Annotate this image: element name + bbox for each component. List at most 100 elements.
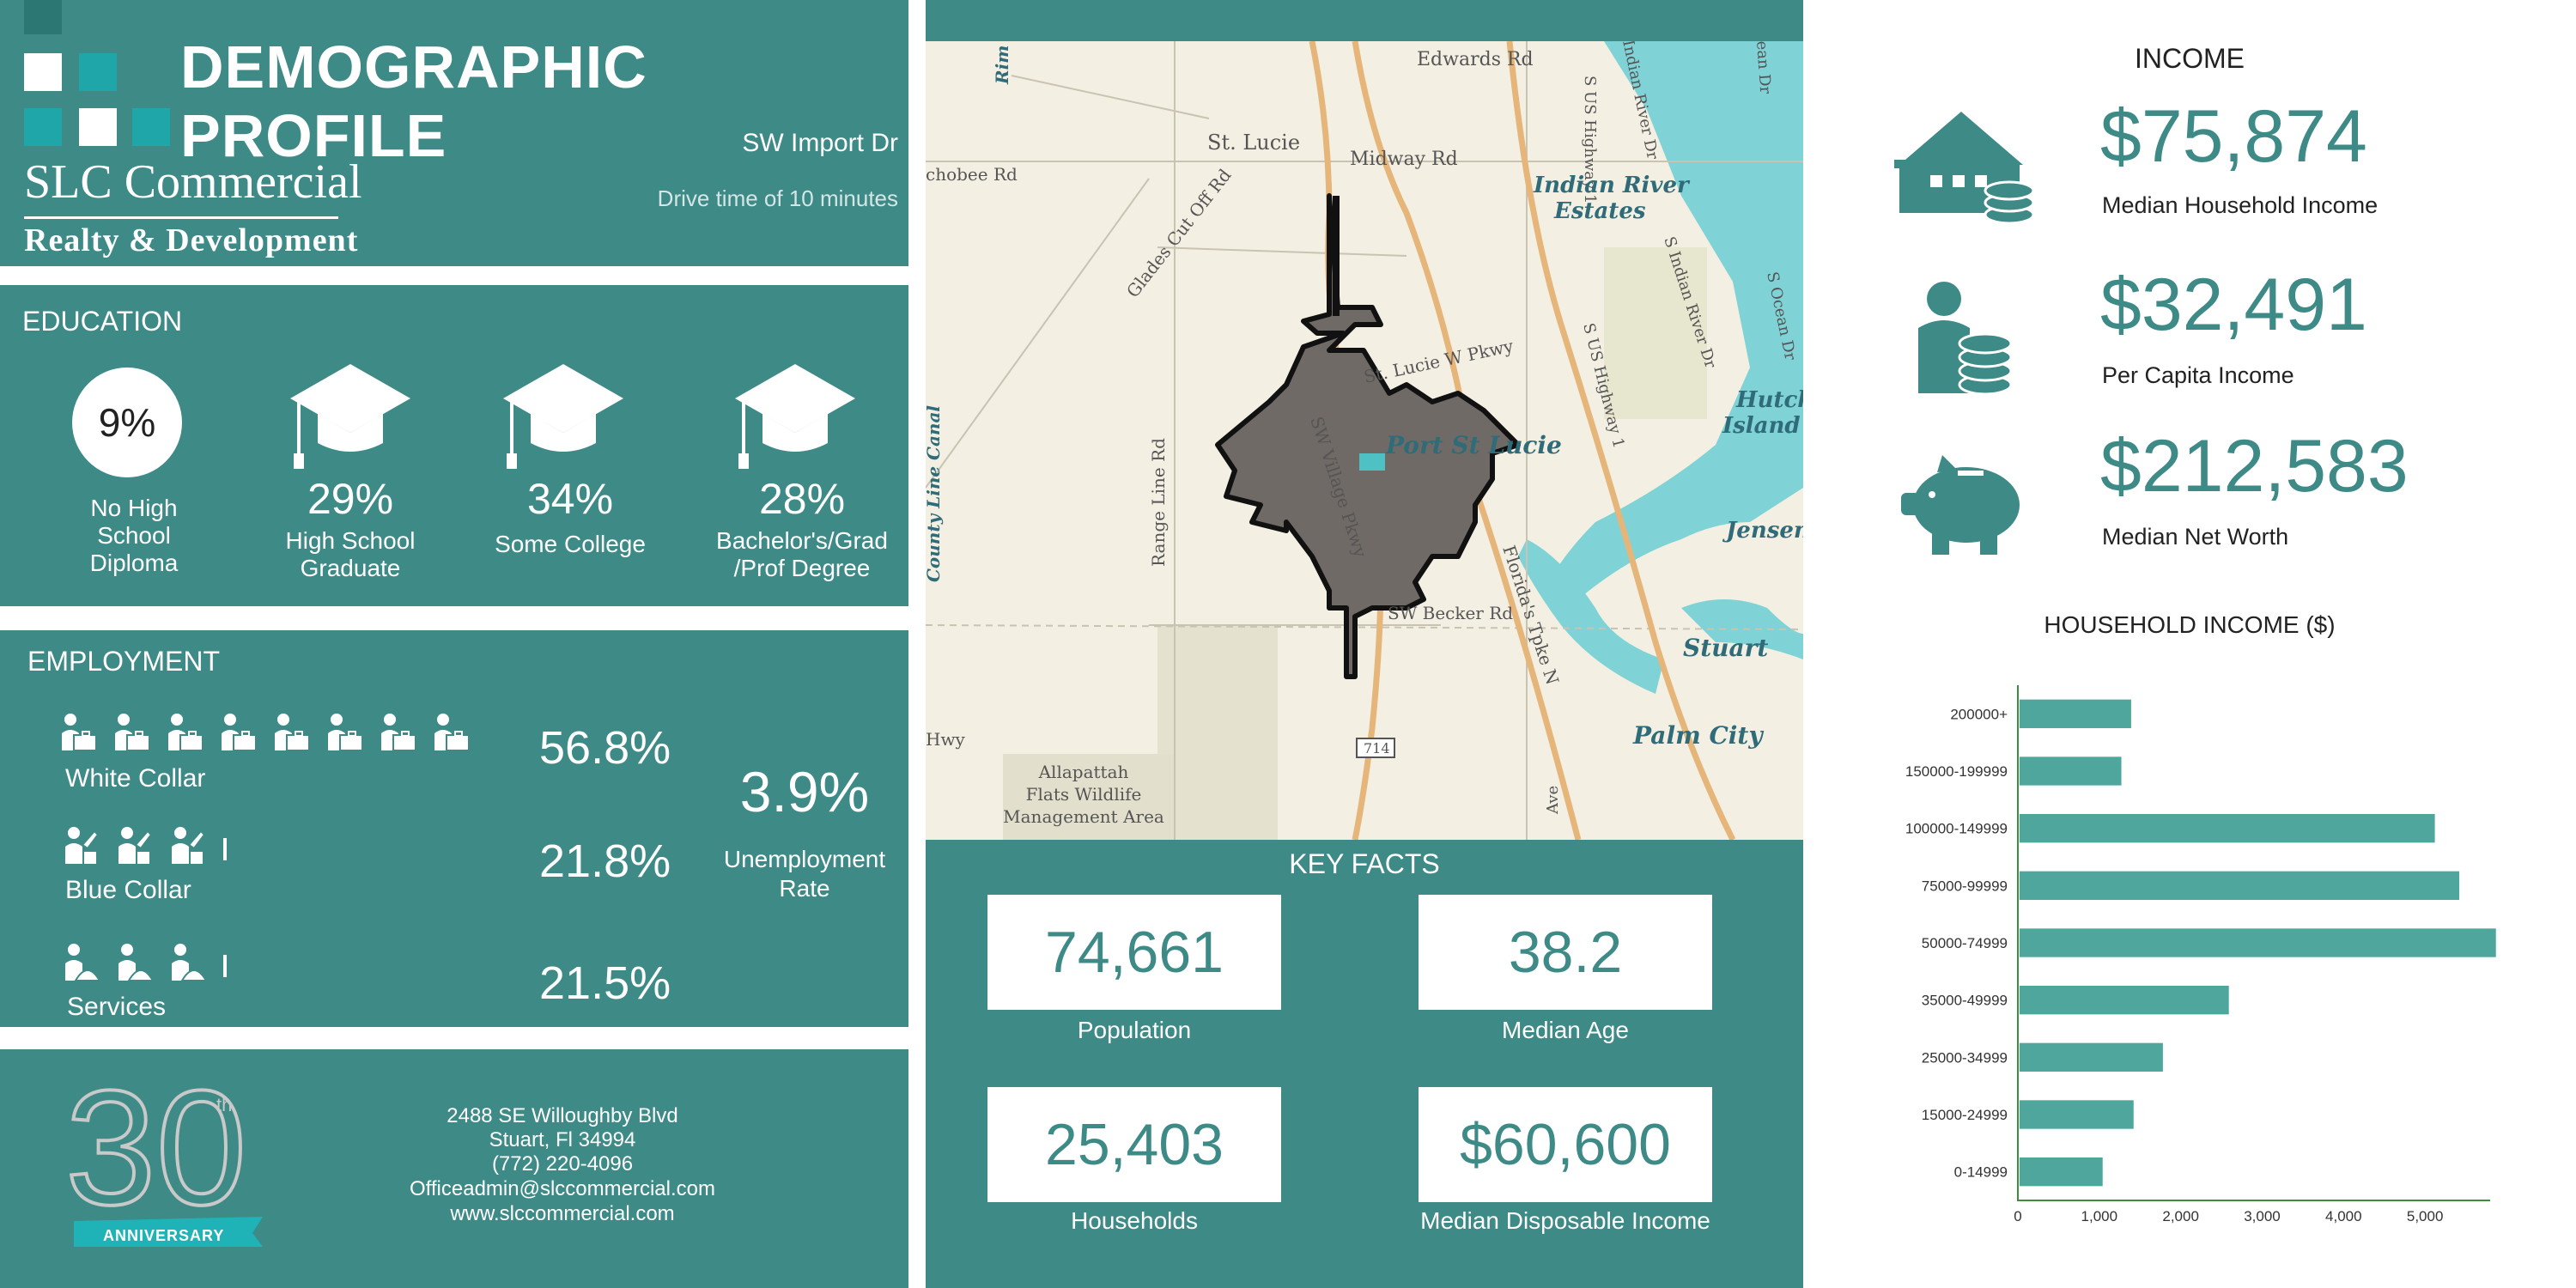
house-coins-icon [1894,112,2035,225]
contact-panel: 30 th ANNIVERSARY 2488 SE Willoughby Blv… [0,1049,908,1288]
category-label: 25000-34999 [1922,1049,2008,1066]
logo-square [24,53,62,91]
blue-collar-icons [64,826,227,867]
white-collar-label: White Collar [65,764,206,793]
blue-collar-partial-icon [223,838,227,860]
population-label: Population [1077,1017,1192,1043]
header-panel: DEMOGRAPHIC PROFILE SLC Commercial Realt… [0,0,908,266]
x-tick-label: 2,000 [2162,1208,2199,1224]
category-label: 150000-199999 [1905,763,2008,780]
some-college-pct: 34% [526,475,614,523]
map-label-flats-wildlife: Flats Wildlife [1026,784,1142,805]
drive-time: Drive time of 10 minutes [657,185,898,211]
map-label-us-hwy-1: S US Highway 1 [1581,76,1599,204]
key-facts-panel: KEY FACTS 74,661 Population 38.2 Median … [926,840,1803,1288]
logo-square [79,53,117,91]
income-bar-chart-svg: 200000+ 150000-199999 100000-149999 75000-9… [1905,685,2496,1224]
no-diploma-label: No High School Diploma [89,495,179,576]
map-label-stuart: Stuart [1683,634,1768,662]
white-collar-worker-icon [222,714,257,751]
contact-phone[interactable]: (772) 220-4096 [491,1152,634,1176]
employment-panel: EMPLOYMENT White Collar 56.8% Blue Colla… [0,630,908,1027]
contact-street: 2488 SE Willoughby Blvd [447,1104,678,1127]
white-collar-worker-icon [115,714,150,751]
blue-collar-worker-icon [172,827,206,864]
disposable-income-value: $60,600 [1419,1087,1712,1202]
route-714-label: 714 [1364,740,1390,756]
map-top-strip [926,0,1803,41]
blue-collar-label: Blue Collar [65,876,191,904]
white-collar-pct: 56.8% [539,722,671,774]
contact-email[interactable]: Officeadmin@slccommercial.com [409,1177,715,1200]
map-label-rim: Rim [992,46,1012,85]
trade-area-map[interactable]: 714 Edwards Rd St. Lucie Midway Rd chobe… [926,41,1803,840]
per-capita-income-label: Per Capita Income [2102,362,2294,388]
anniversary-number: 30 [65,1075,246,1239]
median-household-income-value: $75,874 [2100,95,2367,178]
logo-square [79,108,117,146]
services-label: Services [67,993,167,1021]
chart-axes [2017,685,2490,1201]
services-pct: 21.5% [539,957,671,1009]
x-tick-label: 1,000 [2081,1208,2118,1224]
map-label-range-line: Range Line Rd [1148,438,1169,567]
map-label-county-line: County Line Canal [926,405,944,582]
some-college-label: Some College [495,531,646,557]
map-label-indian-river: Indian River [1533,173,1691,198]
contact-city: Stuart, Fl 34994 [489,1128,636,1151]
category-label: 100000-149999 [1905,821,2008,837]
chart-title: HOUSEHOLD INCOME ($) [2044,611,2336,638]
anniversary-superscript: th [216,1094,232,1115]
white-collar-worker-icon [275,714,310,751]
map-label-okeechobee: chobee Rd [926,164,1018,185]
median-age-value: 38.2 [1419,895,1712,1010]
contact-website[interactable]: www.slccommercial.com [450,1202,675,1225]
services-worker-icon [172,944,208,981]
map-label-becker-rd: SW Becker Rd [1388,603,1513,623]
blue-collar-pct: 21.8% [539,835,671,887]
category-label: 50000-74999 [1922,935,2008,951]
logo-square [24,108,62,146]
map-label-island: Island S [1722,413,1803,439]
per-capita-income-value: $32,491 [2100,264,2367,346]
map-label-ocean-top: ean Dr [1753,41,1774,94]
services-partial-icon [223,955,227,977]
bachelors-label: Bachelor's/Grad /Prof Degree [716,527,888,581]
anniversary-label: ANNIVERSARY [103,1227,224,1244]
map-label-st-lucie: St. Lucie [1207,131,1300,155]
unemployment-pct: 3.9% [739,760,870,823]
white-collar-worker-icon [328,714,363,751]
brand-subtitle: Realty & Development [24,222,359,258]
person-coins-icon [1918,282,2013,396]
blue-collar-worker-icon [118,827,153,864]
map-label-hwy: Hwy [926,729,966,750]
x-tick-label: 5,000 [2407,1208,2444,1224]
bar-100000-149999 [2020,814,2435,843]
white-collar-icons [60,713,471,754]
map-label-port-st-lucie: Port St Lucie [1385,431,1562,459]
map-label-edwards-rd: Edwards Rd [1417,49,1534,70]
bar-200000+ [2020,699,2131,728]
households-label: Households [1071,1207,1198,1234]
map-label-hutchinson: Hutch [1735,387,1803,413]
population-value: 74,661 [987,895,1281,1010]
graduation-cap-icon [735,364,855,469]
bar-25000-34999 [2020,1042,2163,1072]
white-collar-worker-icon [381,714,416,751]
no-diploma-pct: 9% [72,368,182,477]
median-net-worth-label: Median Net Worth [2102,524,2289,550]
map-label-ave: Ave [1544,786,1562,815]
employment-title: EMPLOYMENT [27,646,221,677]
bar-15000-24999 [2020,1100,2134,1129]
hs-grad-pct: 29% [307,475,394,523]
brand-name: SLC Commercial [24,155,362,209]
logo-square [24,0,62,34]
map-label-allapattah: Allapattah [1038,762,1129,782]
map-label-st-lucie-pkwy: St. Lucie W Pkwy [1362,335,1516,386]
map-label-estates: Estates [1553,198,1646,224]
x-tick-label: 0 [2014,1208,2021,1224]
white-collar-worker-icon [168,714,204,751]
income-title: INCOME [2135,43,2245,74]
households-value: 25,403 [987,1087,1281,1202]
blue-collar-worker-icon [65,827,100,864]
